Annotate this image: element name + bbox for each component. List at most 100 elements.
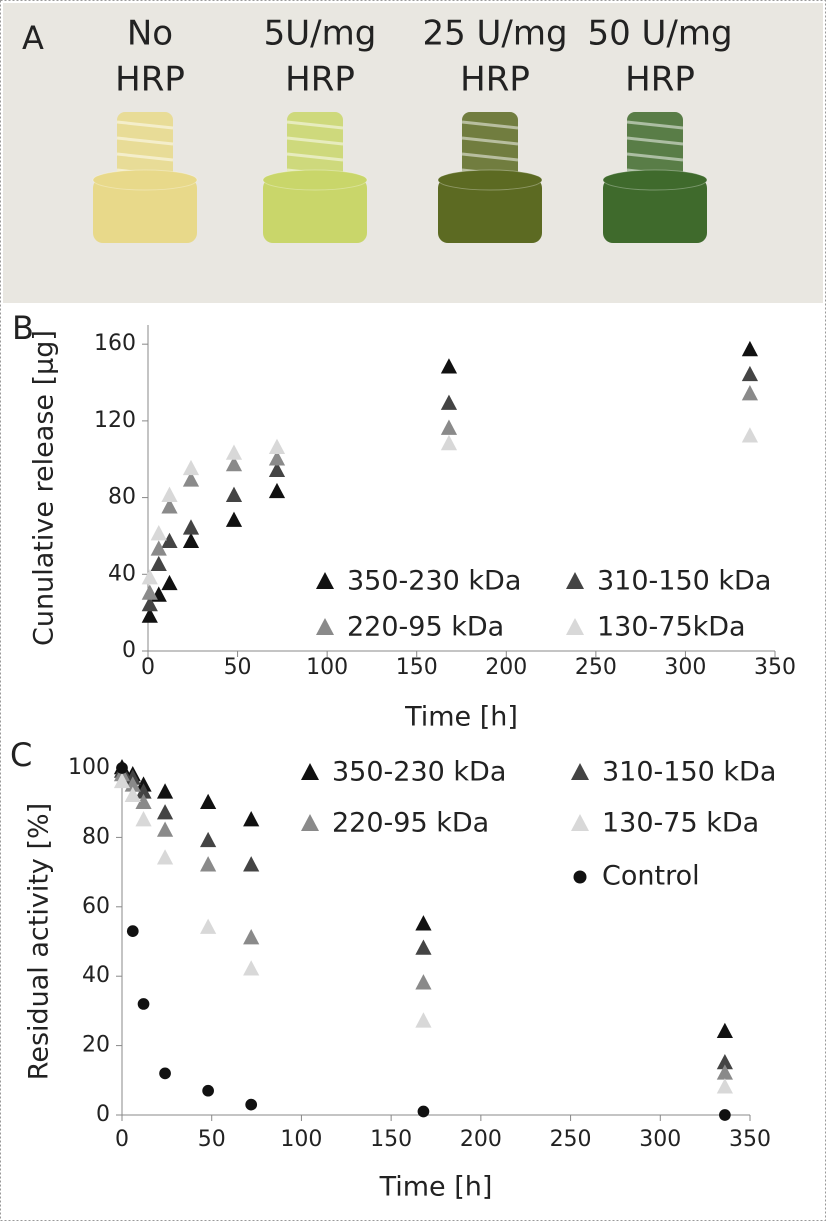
legend-label: 350-230 kDa [332,757,506,788]
cap-neck [462,112,518,187]
marker [741,365,759,382]
cap-base [603,178,707,243]
legend-label: 130-75 kDa [602,808,759,839]
marker [141,569,158,585]
y-tick-label: 40 [82,963,110,988]
marker [161,532,178,548]
sample-label: No [127,14,173,54]
marker [182,532,200,548]
cap-base [263,178,367,243]
marker [200,793,217,809]
legend-label: 310-150 kDa [602,757,776,788]
marker [150,555,167,572]
marker [415,915,432,931]
marker [716,1078,733,1094]
legend-label: 310-150 kDa [597,566,771,597]
marker [719,1109,731,1121]
marker [113,772,131,789]
y-axis-title: Cunulative release [µg] [29,330,60,646]
marker [156,804,174,820]
sample-label: 5U/mg [264,14,377,54]
marker [741,340,759,357]
x-tick-label: 350 [729,1127,771,1152]
marker [150,540,167,556]
legend-marker [316,572,334,589]
marker [440,358,458,374]
cap-neck [627,112,683,187]
x-axis-title: Time [h] [379,1172,493,1203]
marker [268,438,286,455]
marker [440,434,458,451]
marker [243,811,260,827]
marker [741,385,759,401]
y-tick-label: 40 [108,561,136,586]
marker [243,960,260,976]
thread [626,136,684,146]
thread [286,152,344,162]
marker [159,1067,171,1080]
legend-marker [566,572,584,589]
cap-base [438,178,542,243]
thread [461,152,519,162]
x-tick-label: 200 [460,1127,502,1152]
thread [461,120,519,130]
marker [716,1022,733,1039]
cap-neck [287,112,343,187]
legend-marker [301,814,319,831]
legend-marker [316,618,334,635]
marker [135,793,152,809]
cap-neck [117,112,173,187]
y-tick-label: 0 [122,638,136,663]
marker [440,394,458,410]
x-tick-label: 200 [485,655,527,680]
marker [116,762,128,774]
marker [182,459,200,476]
thread [116,120,174,130]
marker [135,811,152,827]
thread [116,152,174,162]
x-tick-label: 150 [396,655,438,680]
thread [626,120,684,130]
marker [243,929,260,945]
y-tick-label: 60 [82,894,110,919]
legend-marker [566,618,584,635]
sample-label: HRP [115,60,185,100]
sample-label: 25 U/mg [422,14,567,54]
marker [161,486,178,502]
marker [268,450,286,466]
y-tick-label: 120 [94,408,136,433]
legend-label: 350-230 kDa [347,566,521,597]
marker [137,998,150,1010]
thread [116,136,174,146]
y-tick-label: 20 [82,1033,110,1058]
legend-marker [573,870,587,884]
x-tick-label: 100 [306,655,348,680]
cap-top [262,169,368,191]
x-tick-label: 150 [370,1127,412,1152]
marker [200,856,217,872]
x-axis-title: Time [h] [404,702,518,733]
marker [268,461,286,478]
legend-label: 220-95 kDa [347,612,504,643]
thread [626,152,684,162]
marker [225,511,243,527]
marker [245,1098,258,1111]
x-tick-label: 0 [115,1127,129,1152]
x-tick-label: 100 [280,1127,322,1152]
marker [135,783,152,799]
legend-label: Control [602,861,700,892]
marker [150,525,167,541]
x-tick-label: 50 [224,655,252,680]
marker [716,1053,733,1070]
y-tick-label: 100 [68,755,110,780]
y-tick-label: 0 [96,1102,110,1127]
y-tick-label: 160 [94,331,136,356]
thread [461,136,519,146]
x-tick-label: 250 [575,655,617,680]
marker [268,482,286,499]
marker [417,1105,430,1118]
sample-label: HRP [460,60,530,100]
marker [440,419,458,435]
marker [141,607,158,623]
sample-label: HRP [625,60,695,100]
